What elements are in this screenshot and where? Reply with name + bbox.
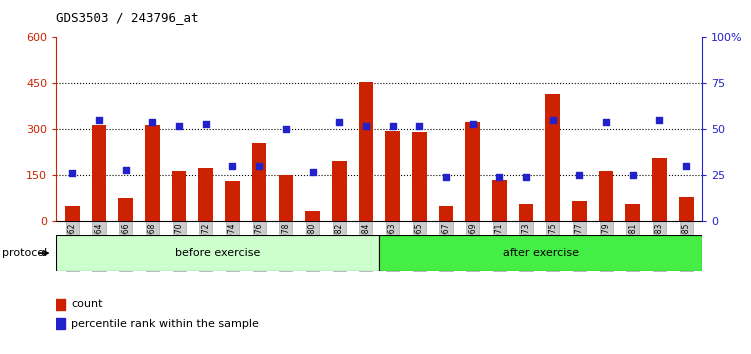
Point bbox=[227, 163, 239, 169]
Text: count: count bbox=[71, 299, 103, 309]
Bar bbox=[385, 131, 400, 221]
Bar bbox=[439, 206, 454, 221]
Point bbox=[680, 163, 692, 169]
Bar bbox=[519, 204, 533, 221]
Point bbox=[440, 174, 452, 180]
Bar bbox=[65, 206, 80, 221]
Bar bbox=[626, 204, 640, 221]
Bar bbox=[572, 201, 587, 221]
Point bbox=[306, 169, 318, 175]
Point bbox=[574, 172, 586, 178]
Bar bbox=[599, 171, 614, 221]
Text: before exercise: before exercise bbox=[175, 248, 261, 258]
Bar bbox=[492, 180, 507, 221]
Bar bbox=[92, 125, 107, 221]
Bar bbox=[332, 161, 346, 221]
Point bbox=[280, 126, 292, 132]
Point bbox=[119, 167, 131, 172]
Bar bbox=[145, 125, 160, 221]
Point bbox=[653, 117, 665, 123]
Bar bbox=[412, 132, 427, 221]
Bar bbox=[252, 143, 267, 221]
Point bbox=[66, 171, 78, 176]
Bar bbox=[545, 94, 560, 221]
Point bbox=[333, 119, 345, 125]
Point bbox=[413, 123, 425, 129]
Bar bbox=[652, 158, 667, 221]
Point bbox=[146, 119, 158, 125]
FancyBboxPatch shape bbox=[379, 235, 702, 271]
Point bbox=[466, 121, 478, 126]
Point bbox=[360, 123, 372, 129]
Bar bbox=[172, 171, 186, 221]
Point bbox=[493, 174, 505, 180]
Point bbox=[200, 121, 212, 126]
Bar bbox=[198, 167, 213, 221]
Text: percentile rank within the sample: percentile rank within the sample bbox=[71, 319, 259, 329]
Text: GDS3503 / 243796_at: GDS3503 / 243796_at bbox=[56, 11, 199, 24]
Point bbox=[600, 119, 612, 125]
FancyBboxPatch shape bbox=[56, 235, 379, 271]
Point bbox=[627, 172, 639, 178]
Bar bbox=[305, 211, 320, 221]
Bar bbox=[358, 82, 373, 221]
Point bbox=[520, 174, 532, 180]
Bar bbox=[56, 318, 65, 329]
Bar bbox=[56, 299, 65, 310]
Bar bbox=[279, 175, 293, 221]
Point bbox=[387, 123, 399, 129]
Bar bbox=[225, 181, 240, 221]
Text: after exercise: after exercise bbox=[502, 248, 579, 258]
Point bbox=[93, 117, 105, 123]
Point bbox=[253, 163, 265, 169]
Bar bbox=[119, 198, 133, 221]
Point bbox=[547, 117, 559, 123]
Point bbox=[173, 123, 185, 129]
Bar bbox=[679, 197, 693, 221]
Text: protocol: protocol bbox=[2, 248, 47, 258]
Bar bbox=[466, 121, 480, 221]
